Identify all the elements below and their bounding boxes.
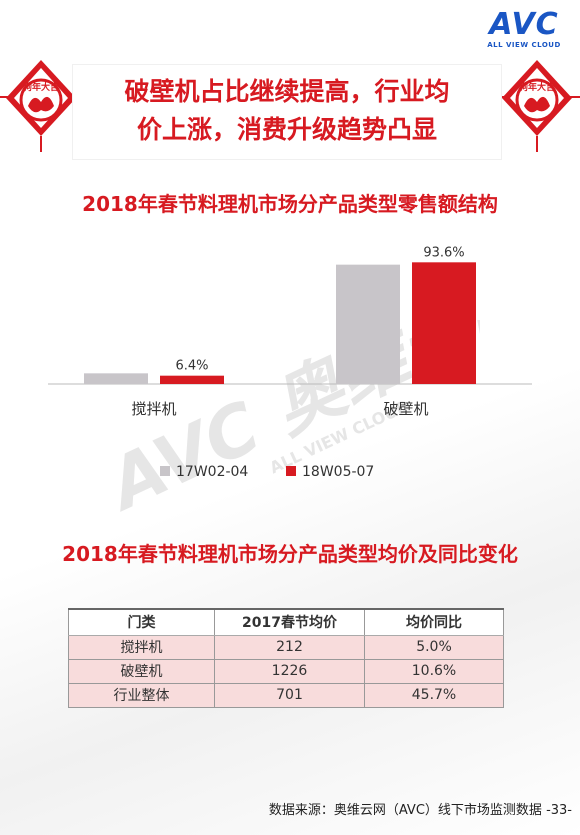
legend-swatch — [286, 466, 296, 476]
cell-category: 破壁机 — [68, 658, 215, 684]
legend-swatch — [160, 466, 170, 476]
cell-avg-price: 701 — [214, 682, 365, 708]
category-label: 搅拌机 — [131, 400, 176, 418]
data-source-footer: 数据来源：奥维云网（AVC）线下市场监测数据 -33- — [269, 799, 572, 818]
header-category: 门类 — [68, 608, 215, 636]
bar-chart: 6.4% 搅拌机 93.6% 破壁机 17W02-04 18W05-07 — [48, 245, 532, 480]
ornament-text-right: 狗年大吉 — [519, 81, 555, 93]
table-title: 2018年春节料理机市场分产品类型均价及同比变化 — [62, 542, 518, 566]
category-label: 破壁机 — [383, 400, 428, 418]
source-text: 数据来源：奥维云网（AVC）线下市场监测数据 — [268, 803, 542, 818]
data-label: 6.4% — [175, 359, 208, 374]
cell-category: 搅拌机 — [68, 634, 215, 660]
cell-yoy: 45.7% — [364, 682, 504, 708]
logo-subtitle: ALL VIEW CLOUD — [487, 41, 561, 49]
cell-avg-price: 1226 — [214, 658, 365, 684]
chart-title: 2018年春节料理机市场分产品类型零售额结构 — [82, 192, 498, 216]
table-row: 行业整体 701 45.7% — [68, 682, 504, 708]
bar-18W05-07-搅拌机 — [160, 375, 224, 384]
cell-avg-price: 212 — [214, 634, 365, 660]
banner-box: 破壁机占比继续提高，行业均 价上涨，消费升级趋势凸显 — [72, 64, 502, 160]
page-number: -33- — [546, 803, 572, 818]
table-header-row: 门类 2017春节均价 均价同比 — [68, 608, 504, 636]
bar-18W05-07-破壁机 — [412, 262, 476, 384]
data-label: 93.6% — [423, 245, 464, 260]
title-banner: 狗年大吉 破壁机占比继续提高，行业均 价上涨，消费升级趋势凸显 狗年大吉 — [0, 58, 580, 162]
cell-yoy: 5.0% — [364, 634, 504, 660]
price-table: 门类 2017春节均价 均价同比 搅拌机 212 5.0% 破壁机 1226 1… — [68, 608, 504, 708]
avc-logo: AVC ALL VIEW CLOUD — [474, 10, 574, 52]
table-row: 破壁机 1226 10.6% — [68, 658, 504, 684]
banner-title: 破壁机占比继续提高，行业均 价上涨，消费升级趋势凸显 — [124, 77, 450, 144]
papercut-ornament-right: 狗年大吉 — [500, 58, 574, 154]
bar-17W02-04-破壁机 — [336, 264, 400, 384]
bar-17W02-04-搅拌机 — [84, 373, 148, 384]
legend-label: 17W02-04 — [176, 464, 248, 480]
ornament-text-left: 狗年大吉 — [23, 81, 59, 93]
table-row: 搅拌机 212 5.0% — [68, 634, 504, 660]
legend-label: 18W05-07 — [302, 464, 374, 480]
logo-mark: AVC — [489, 7, 559, 42]
cell-category: 行业整体 — [68, 682, 215, 708]
header-avg-price: 2017春节均价 — [214, 608, 365, 636]
header-yoy: 均价同比 — [364, 608, 504, 636]
cell-yoy: 10.6% — [364, 658, 504, 684]
papercut-ornament-left: 狗年大吉 — [4, 58, 78, 154]
